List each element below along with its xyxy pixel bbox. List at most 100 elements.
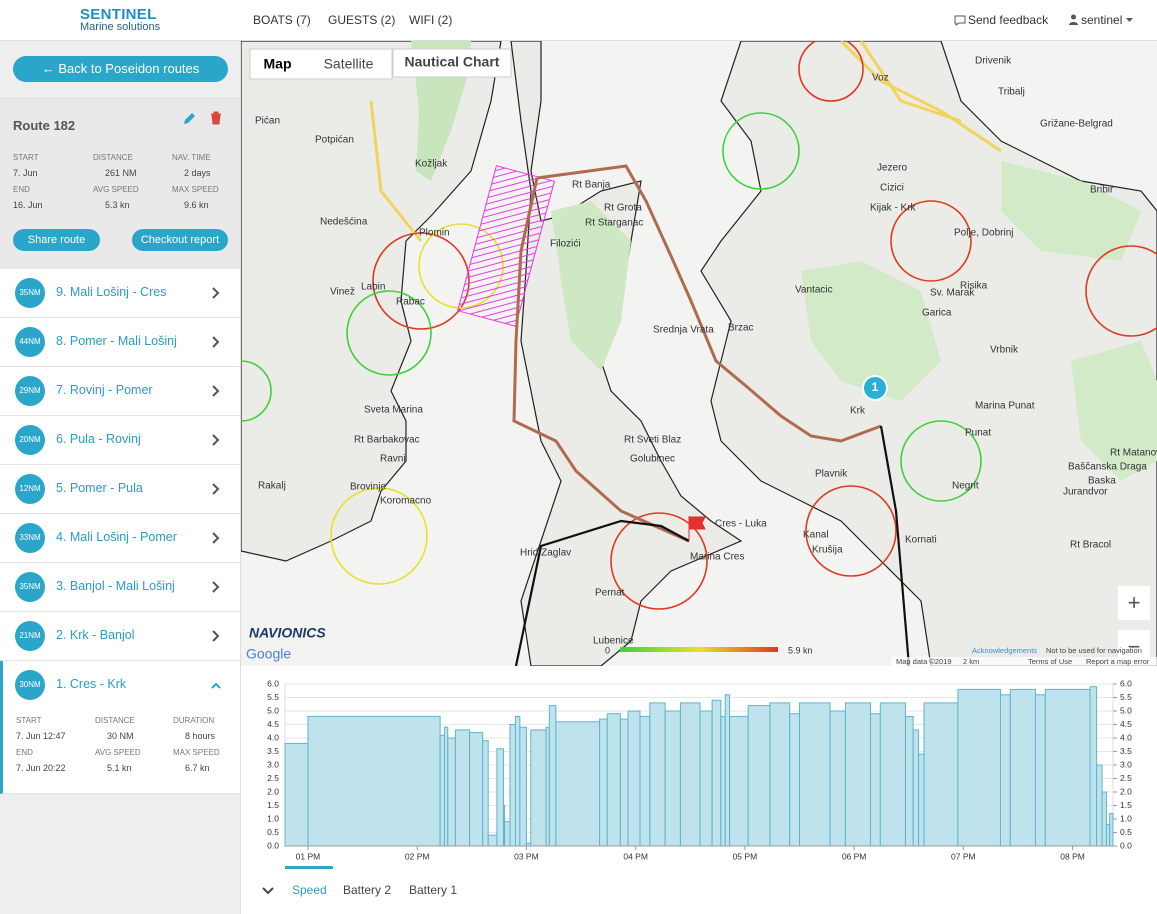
nav-item[interactable]: GUESTS (2)	[328, 13, 396, 27]
speed-step	[798, 702, 831, 847]
leg-row[interactable]: 30NM 1. Cres - Krk START 7. Jun 12:47 DISTAN…	[0, 661, 240, 794]
place-label: Tribalj	[998, 87, 1025, 98]
speed-legend	[620, 647, 778, 652]
speed-step	[1096, 764, 1103, 847]
x-tick-label: 04 PM	[623, 851, 648, 861]
map-type-tab[interactable]: Nautical Chart	[405, 54, 500, 70]
expand-icon[interactable]	[211, 532, 221, 544]
leg-row[interactable]: 21NM 2. Krk - Banjol	[0, 612, 240, 661]
x-tick-label: 07 PM	[951, 851, 976, 861]
map-type-tab[interactable]: Satellite	[324, 56, 374, 72]
leg-row[interactable]: 35NM 9. Mali Lošinj - Cres	[0, 269, 240, 318]
speed-step	[548, 705, 557, 847]
leg-badge: 35NM	[15, 278, 45, 308]
report-button[interactable]: Checkout report	[132, 229, 228, 251]
place-label: Labin	[361, 282, 385, 293]
expand-icon[interactable]	[211, 434, 221, 446]
collapse-icon[interactable]	[211, 679, 221, 691]
chart-tab[interactable]: Speed	[292, 883, 327, 897]
speed-step	[724, 694, 731, 847]
feedback-link[interactable]: Send feedback	[968, 13, 1049, 27]
expand-icon[interactable]	[211, 385, 221, 397]
range-circle	[1085, 245, 1157, 337]
speed-step	[519, 726, 527, 847]
leg-row[interactable]: 20NM 6. Pula - Rovinj	[0, 416, 240, 465]
place-label: Rt Grota	[604, 203, 642, 214]
y2-tick-label: 0.5	[1120, 827, 1132, 837]
delete-icon[interactable]	[210, 111, 222, 125]
user-menu[interactable]: sentinel	[1081, 13, 1123, 27]
speed-step	[1101, 791, 1107, 847]
expand-icon[interactable]	[211, 483, 221, 495]
attribution: Report a map error	[1086, 657, 1150, 666]
stat-value: 6.7 kn	[185, 763, 210, 773]
user-icon	[1069, 14, 1078, 25]
range-circle	[798, 41, 864, 102]
leg-row[interactable]: 29NM 7. Rovinj - Pomer	[0, 367, 240, 416]
expand-icon[interactable]	[211, 630, 221, 642]
nav-item[interactable]: BOATS (7)	[253, 13, 311, 27]
nav-item[interactable]: WIFI (2)	[409, 13, 453, 27]
road	[859, 41, 962, 123]
speed-step	[869, 713, 881, 847]
chevron	[211, 682, 221, 689]
leg-row[interactable]: 33NM 4. Mali Lošinj - Pomer	[0, 514, 240, 563]
leg-badge: 29NM	[15, 376, 45, 406]
x-tick-label: 02 PM	[405, 851, 430, 861]
range-circle	[610, 512, 708, 610]
place-label: Plavnik	[815, 469, 848, 480]
leg-row[interactable]: 44NM 8. Pomer - Mali Lošinj	[0, 318, 240, 367]
y-tick-label: 0.5	[267, 827, 279, 837]
speed-step	[639, 715, 651, 847]
speed-step	[699, 710, 713, 847]
leg-name: 3. Banjol - Mali Lošinj	[56, 579, 175, 593]
brand[interactable]: SENTINEL	[80, 6, 157, 23]
expand-icon[interactable]	[211, 287, 221, 299]
chart-tab[interactable]: Battery 2	[343, 883, 391, 897]
y-tick-label: 5.0	[267, 705, 279, 715]
place-label: Cizici	[880, 183, 904, 194]
place-label: Ravni	[380, 454, 406, 465]
edit-icon[interactable]	[182, 112, 196, 126]
chevron	[212, 630, 220, 642]
range-circle	[241, 360, 272, 422]
y2-tick-label: 5.0	[1120, 705, 1132, 715]
expand-icon[interactable]	[211, 581, 221, 593]
place-label: Rt Sveti Blaz	[624, 435, 681, 446]
stat-value: 8 hours	[185, 731, 216, 741]
y-tick-label: 6.0	[267, 678, 279, 688]
place-label: Vrbnik	[990, 345, 1019, 356]
place-label: Risika	[960, 281, 988, 292]
place-label: Pićan	[255, 116, 280, 127]
chevron	[212, 434, 220, 446]
y2-tick-label: 1.5	[1120, 800, 1132, 810]
planned-route	[512, 164, 882, 543]
x-tick-label: 06 PM	[842, 851, 867, 861]
speed-step	[649, 702, 666, 847]
track	[514, 425, 911, 666]
place-label: Kornati	[905, 535, 937, 546]
speed-step	[530, 729, 547, 847]
back-button[interactable]: ← Back to Poseidon routes	[13, 56, 228, 82]
y-tick-label: 3.0	[267, 759, 279, 769]
zoom-control[interactable]: +	[1128, 590, 1141, 615]
y-tick-label: 4.0	[267, 732, 279, 742]
stat-label: AVG SPEED	[93, 185, 139, 194]
expand-icon[interactable]	[211, 336, 221, 348]
sidebar: ← Back to Poseidon routes Route 182 STAR…	[0, 41, 241, 914]
leg-row[interactable]: 35NM 3. Banjol - Mali Lošinj	[0, 563, 240, 612]
place-label: Pernat	[595, 588, 625, 599]
place-label: Brovinje	[350, 482, 387, 493]
map-type-tab[interactable]: Map	[264, 56, 292, 72]
y2-tick-label: 2.5	[1120, 773, 1132, 783]
stat-value: 5.3 kn	[105, 200, 130, 210]
stat-label: END	[13, 185, 30, 194]
map[interactable]: 1 Plomin Labin Rabac Vinež Krk Marina Punat Pun…	[241, 41, 1157, 666]
leg-row[interactable]: 12NM 5. Pomer - Pula	[0, 465, 240, 514]
chart-tab[interactable]: Battery 1	[409, 883, 457, 897]
speed-step	[1089, 686, 1098, 847]
zoom-control[interactable]: −	[1128, 634, 1141, 659]
tagline: Marine solutions	[80, 21, 161, 33]
share-button[interactable]: Share route	[13, 229, 100, 251]
